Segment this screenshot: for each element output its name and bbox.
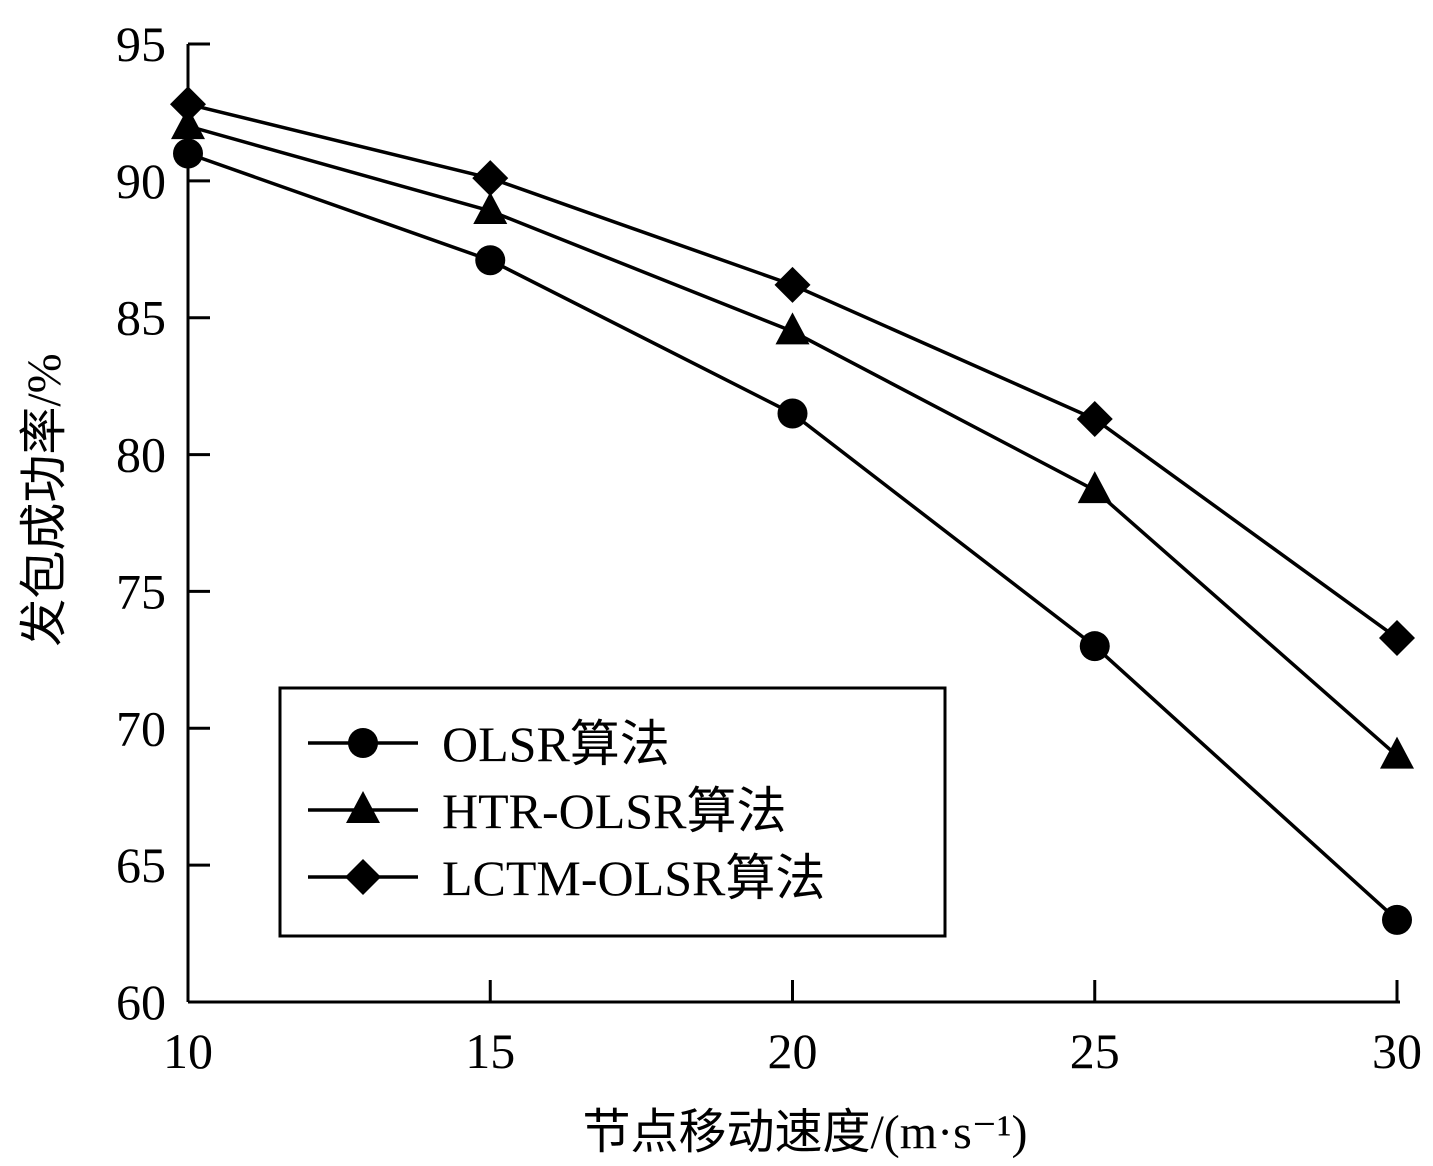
- circle-marker: [1079, 631, 1110, 662]
- x-axis-label: 节点移动速度/(m·s⁻¹): [582, 1106, 1027, 1159]
- diamond-marker: [1076, 400, 1113, 437]
- circle-marker: [173, 138, 203, 169]
- x-tick-label: 30: [1372, 1023, 1422, 1079]
- y-tick-label: 60: [116, 974, 166, 1030]
- x-tick-label: 15: [465, 1023, 515, 1079]
- x-ticks: 10 15 20 25 30: [163, 980, 1422, 1079]
- y-tick-label: 95: [116, 16, 166, 72]
- y-ticks: 60 65 70 75 80 85 90 95: [116, 16, 210, 1030]
- legend-triangle-marker: [346, 791, 380, 823]
- triangle-marker: [171, 107, 205, 140]
- x-tick-label: 10: [163, 1023, 213, 1079]
- legend-item: HTR-OLSR算法: [308, 783, 786, 839]
- y-tick-label: 65: [116, 837, 166, 893]
- triangle-marker: [1380, 736, 1414, 769]
- legend-diamond-marker: [345, 859, 381, 895]
- triangle-marker: [1077, 471, 1112, 504]
- legend-label: LCTM-OLSR算法: [442, 850, 825, 906]
- y-axis-label: 发包成功率/%: [18, 353, 71, 646]
- x-tick-label: 20: [768, 1023, 818, 1079]
- triangle-marker: [473, 191, 508, 224]
- legend-label: HTR-OLSR算法: [442, 783, 786, 839]
- legend: OLSR算法 HTR-OLSR算法 LCTM-OLSR算法: [278, 686, 947, 938]
- diamond-marker: [170, 86, 206, 123]
- series-line: [187, 124, 1399, 757]
- series-diamond: [170, 86, 1415, 656]
- legend-circle-marker: [348, 728, 378, 758]
- circle-marker: [475, 245, 506, 276]
- y-tick-label: 75: [116, 563, 166, 619]
- circle-marker: [1382, 904, 1412, 935]
- x-tick-label: 25: [1070, 1023, 1120, 1079]
- y-tick-label: 80: [116, 427, 166, 483]
- legend-item: OLSR算法: [308, 716, 670, 772]
- y-tick-label: 90: [116, 153, 166, 209]
- legend-label: OLSR算法: [442, 716, 670, 772]
- y-tick-label: 85: [116, 290, 166, 346]
- series-layer: [170, 86, 1415, 935]
- series-line: [187, 102, 1399, 640]
- circle-marker: [777, 398, 808, 429]
- diamond-marker: [774, 266, 811, 303]
- triangle-marker: [775, 312, 810, 345]
- series-triangle: [171, 107, 1414, 769]
- y-tick-label: 70: [116, 700, 166, 756]
- series-circle: [173, 138, 1412, 935]
- legend-item: LCTM-OLSR算法: [308, 850, 825, 906]
- legend-box: [278, 686, 947, 938]
- diamond-marker: [472, 160, 509, 197]
- diamond-marker: [1379, 619, 1415, 656]
